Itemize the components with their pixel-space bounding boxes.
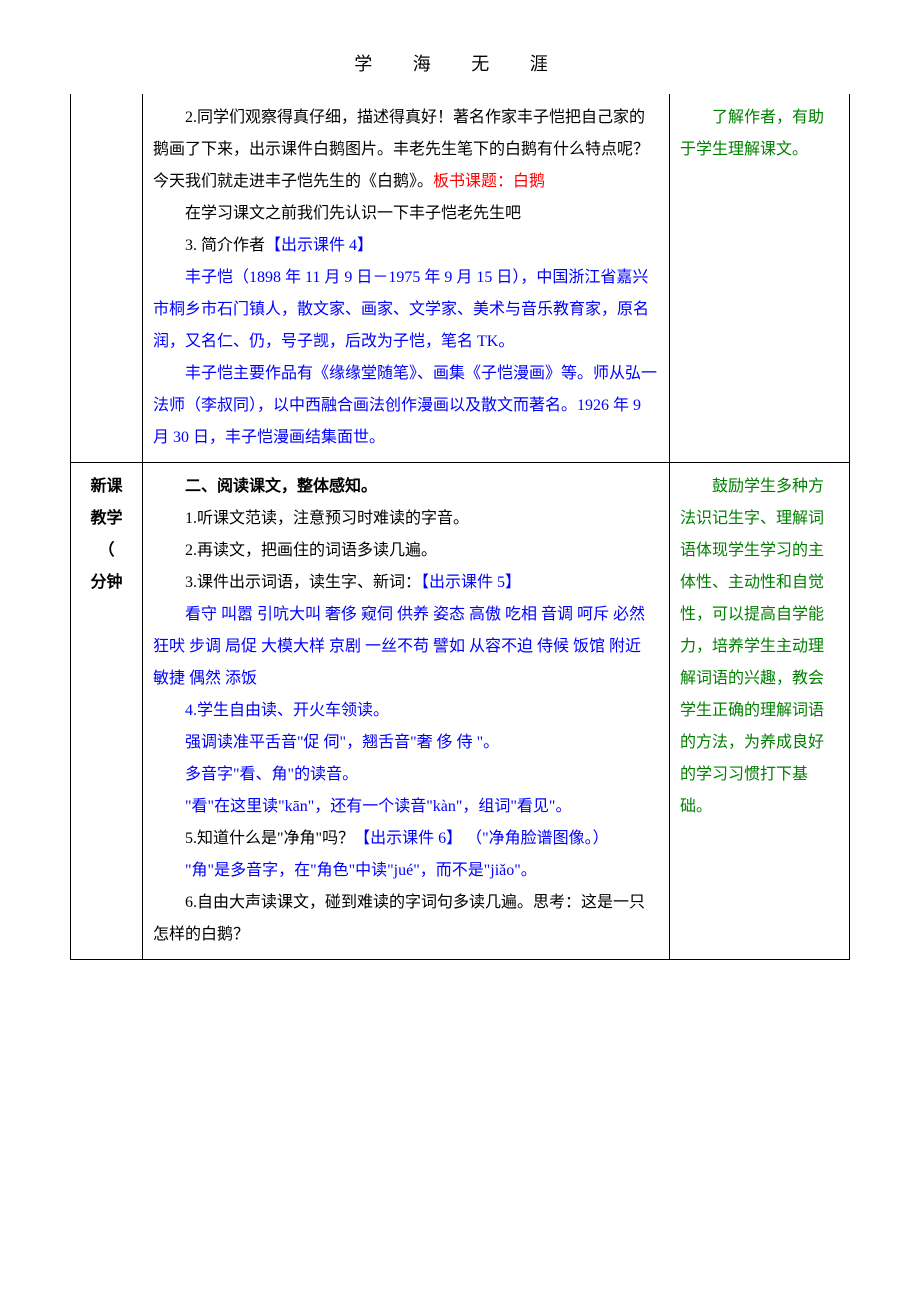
row2-mid-cell: 二、阅读课文，整体感知。 1.听课文范读，注意预习时难读的字音。 2.再读文，把… bbox=[143, 463, 670, 960]
paragraph: 强调读准平舌音"促 伺"，翘舌音"奢 侈 侍 "。 bbox=[153, 727, 659, 759]
row2-left-cell: 新课 教学 （ 分钟 bbox=[71, 463, 143, 960]
teacher-note: 了解作者，有助于学生理解课文。 bbox=[680, 102, 839, 166]
courseware-tag: 【出示课件 5】 bbox=[421, 574, 521, 591]
row2-right-cell: 鼓励学生多种方法识记生字、理解词语体现学生学习的主体性、主动性和自觉性，可以提高… bbox=[670, 463, 850, 960]
courseware-tag: 【出示课件 4】 bbox=[265, 237, 373, 254]
board-text: 板书课题：白鹅 bbox=[433, 173, 545, 190]
paragraph: "角"是多音字，在"角色"中读"jué"，而不是"jiǎo"。 bbox=[153, 855, 659, 887]
vocabulary-list: 看守 叫嚣 引吭大叫 奢侈 窥伺 供养 姿态 高傲 吃相 音调 呵斥 必然 狂吠… bbox=[153, 599, 659, 695]
row1-left-cell bbox=[71, 94, 143, 463]
text: 5.知道什么是"净角"吗？ bbox=[185, 830, 354, 847]
paragraph: 5.知道什么是"净角"吗？【出示课件 6】 （"净角脸谱图像。） bbox=[153, 823, 659, 855]
text: 2.同学们观察得真仔细，描述得真好！著名作家丰子恺把自己家的鹅画了下来，出示课件… bbox=[153, 109, 649, 190]
row1-mid-cell: 2.同学们观察得真仔细，描述得真好！著名作家丰子恺把自己家的鹅画了下来，出示课件… bbox=[143, 94, 670, 463]
paragraph: 4.学生自由读、开火车领读。 bbox=[153, 695, 659, 727]
page-header: 学 海 无 涯 bbox=[70, 50, 850, 76]
stage-label-4: 分钟 bbox=[81, 567, 132, 599]
paragraph: 多音字"看、角"的读音。 bbox=[153, 759, 659, 791]
author-bio-2: 丰子恺主要作品有《缘缘堂随笔》、画集《子恺漫画》等。师从弘一法师（李叔同），以中… bbox=[153, 358, 659, 454]
text: 3.课件出示词语，读生字、新词： bbox=[185, 574, 421, 591]
lesson-table: 2.同学们观察得真仔细，描述得真好！著名作家丰子恺把自己家的鹅画了下来，出示课件… bbox=[70, 94, 850, 960]
paragraph: 3. 简介作者【出示课件 4】 bbox=[153, 230, 659, 262]
table-row: 2.同学们观察得真仔细，描述得真好！著名作家丰子恺把自己家的鹅画了下来，出示课件… bbox=[71, 94, 850, 463]
paragraph: "看"在这里读"kān"，还有一个读音"kàn"，组词"看见"。 bbox=[153, 791, 659, 823]
courseware-tag: 【出示课件 6】 bbox=[354, 830, 466, 847]
section-title: 二、阅读课文，整体感知。 bbox=[153, 471, 659, 503]
table-row: 新课 教学 （ 分钟 二、阅读课文，整体感知。 1.听课文范读，注意预习时难读的… bbox=[71, 463, 850, 960]
paragraph: 3.课件出示词语，读生字、新词：【出示课件 5】 bbox=[153, 567, 659, 599]
author-bio-1: 丰子恺（1898 年 11 月 9 日－1975 年 9 月 15 日），中国浙… bbox=[153, 262, 659, 358]
paragraph: 1.听课文范读，注意预习时难读的字音。 bbox=[153, 503, 659, 535]
stage-label-3: （ bbox=[81, 535, 132, 567]
paragraph: 6.自由大声读课文，碰到难读的字词句多读几遍。思考：这是一只怎样的白鹅？ bbox=[153, 887, 659, 951]
paragraph: 在学习课文之前我们先认识一下丰子恺老先生吧 bbox=[153, 198, 659, 230]
text: 3. 简介作者 bbox=[185, 237, 265, 254]
paragraph: 2.再读文，把画住的词语多读几遍。 bbox=[153, 535, 659, 567]
row1-right-cell: 了解作者，有助于学生理解课文。 bbox=[670, 94, 850, 463]
paragraph: 2.同学们观察得真仔细，描述得真好！著名作家丰子恺把自己家的鹅画了下来，出示课件… bbox=[153, 102, 659, 198]
stage-label-1: 新课 bbox=[81, 471, 132, 503]
text: （"净角脸谱图像。） bbox=[466, 830, 609, 847]
stage-label-2: 教学 bbox=[81, 503, 132, 535]
document-page: 学 海 无 涯 2.同学们观察得真仔细，描述得真好！著名作家丰子恺把自己家的鹅画… bbox=[0, 0, 920, 1020]
teacher-note: 鼓励学生多种方法识记生字、理解词语体现学生学习的主体性、主动性和自觉性，可以提高… bbox=[680, 471, 839, 823]
